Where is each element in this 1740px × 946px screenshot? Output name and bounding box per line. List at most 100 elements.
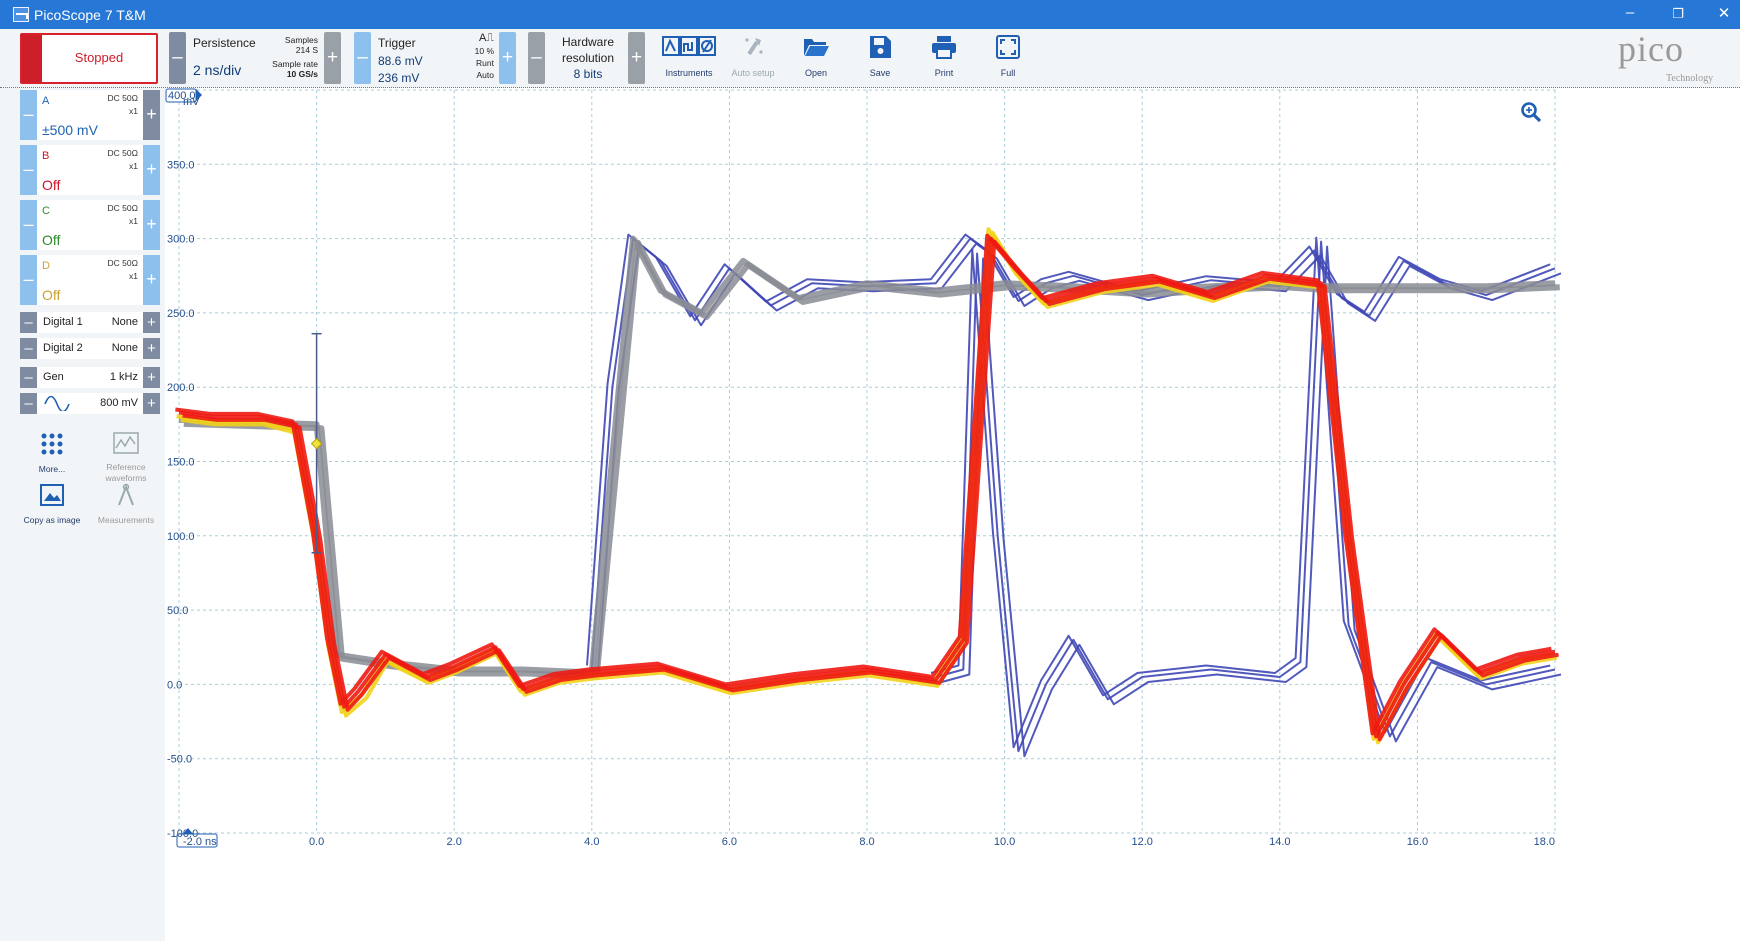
channel-b-card[interactable]: – B DC 50Ω x1 Off +: [20, 145, 160, 195]
y-tick-label: 300.0: [167, 234, 195, 246]
trigger-label[interactable]: Trigger: [378, 36, 416, 50]
restore-button[interactable]: ❐: [1672, 6, 1684, 21]
channel-d-plus[interactable]: +: [143, 255, 160, 305]
trigger-pct: 10 %: [474, 46, 494, 56]
trigger-minus-button[interactable]: –: [354, 32, 371, 84]
save-button[interactable]: Save: [849, 31, 911, 85]
digital-1-plus[interactable]: +: [143, 312, 160, 333]
print-button[interactable]: Print: [913, 31, 975, 85]
channel-c-minus[interactable]: –: [20, 200, 37, 250]
generator-frequency-minus[interactable]: –: [20, 367, 37, 388]
instruments-button[interactable]: Instruments: [658, 31, 720, 85]
timebase-value[interactable]: 2 ns/div: [193, 62, 242, 78]
sample-rate-label: Sample rate: [272, 59, 318, 69]
scope-view[interactable]: 400.0 350.0 300.0 250.0 200.0 150.0 100.0 50.0 0…: [165, 88, 1740, 941]
auto-setup-button[interactable]: Auto setup: [722, 31, 784, 85]
toolbar: Stopped – Persistence 2 ns/div Samples 2…: [0, 29, 1740, 88]
hw-res-value[interactable]: 8 bits: [573, 67, 603, 81]
channel-d-range[interactable]: Off: [42, 287, 61, 303]
measurements-label: Measurements: [97, 515, 155, 525]
channel-b-plus[interactable]: +: [143, 145, 160, 195]
generator-frequency-row[interactable]: – Gen 1 kHz +: [20, 367, 160, 388]
x-tick-label: 12.0: [1131, 836, 1152, 848]
digital-1-row[interactable]: – Digital 1 None +: [20, 312, 160, 333]
channel-a-minus[interactable]: –: [20, 90, 37, 140]
digital-2-plus[interactable]: +: [143, 338, 160, 359]
generator-frequency: 1 kHz: [109, 371, 138, 383]
samples-label: Samples: [284, 35, 318, 45]
open-button[interactable]: Open: [785, 31, 847, 85]
save-label: Save: [869, 68, 891, 78]
reference-waveforms-button[interactable]: Reference waveforms: [89, 432, 163, 484]
open-label: Open: [804, 68, 828, 78]
scope-graph[interactable]: 400.0 350.0 300.0 250.0 200.0 150.0 100.0 50.0 0…: [165, 88, 1740, 941]
print-icon: [932, 36, 956, 59]
channel-a-card[interactable]: – A DC 50Ω x1 ±500 mV +: [20, 90, 160, 140]
generator-amplitude-row[interactable]: – 800 mV +: [20, 393, 160, 414]
channel-b-coupling: DC 50Ω: [107, 148, 138, 158]
generator-frequency-plus[interactable]: +: [143, 367, 160, 388]
resolution-plus-button[interactable]: +: [628, 32, 645, 84]
y-axis-unit: mV: [183, 96, 200, 108]
hw-res-label-2: resolution: [561, 51, 615, 65]
channel-a-coupling: DC 50Ω: [107, 93, 138, 103]
trigger-point-marker[interactable]: [310, 437, 323, 450]
y-tick-label: 0.0: [167, 679, 182, 691]
copy-as-image-button[interactable]: Copy as image: [15, 483, 89, 526]
digital-2-name: Digital 2: [43, 342, 83, 354]
channel-b-minus[interactable]: –: [20, 145, 37, 195]
y-axis-labels: 400.0 350.0 300.0 250.0 200.0 150.0 100.0 50.0 0…: [165, 88, 202, 840]
trigger-edge-icon: A⎍: [478, 32, 494, 44]
channel-c-range[interactable]: Off: [42, 232, 61, 248]
trigger-window-marker[interactable]: [310, 332, 323, 554]
hw-res-label-1: Hardware: [561, 35, 615, 49]
x-tick-label: 8.0: [859, 836, 874, 848]
channel-b-range[interactable]: Off: [42, 177, 61, 193]
trigger-level[interactable]: 88.6 mV: [378, 54, 423, 68]
channel-c-card[interactable]: – C DC 50Ω x1 Off +: [20, 200, 160, 250]
waveform-trace: [590, 237, 1556, 670]
y-tick-label: 50.0: [167, 605, 188, 617]
channel-d-minus[interactable]: –: [20, 255, 37, 305]
digital-2-row[interactable]: – Digital 2 None +: [20, 338, 160, 359]
sample-rate-value: 10 GS/s: [286, 69, 318, 79]
channel-c-coupling: DC 50Ω: [107, 203, 138, 213]
print-label: Print: [934, 68, 954, 78]
generator-name: Gen: [43, 371, 64, 383]
close-button[interactable]: ✕: [1717, 5, 1731, 22]
full-button[interactable]: Full: [977, 31, 1039, 85]
sine-wave-icon[interactable]: [44, 396, 70, 411]
more-button[interactable]: More...: [15, 432, 89, 475]
trigger-time-marker[interactable]: [183, 828, 193, 834]
channel-a-range[interactable]: ±500 mV: [42, 122, 98, 138]
channel-a-name: A: [42, 95, 50, 107]
timebase-plus-button[interactable]: +: [324, 32, 341, 84]
graticule: [178, 89, 1556, 834]
channel-c-plus[interactable]: +: [143, 200, 160, 250]
timebase-minus-button[interactable]: –: [169, 32, 186, 84]
channel-d-card[interactable]: – D DC 50Ω x1 Off +: [20, 255, 160, 305]
digital-1-name: Digital 1: [43, 316, 83, 328]
title-bar: PicoScope 7 T&M – ❐ ✕: [0, 0, 1740, 29]
auto-setup-icon: [745, 38, 763, 56]
measurements-button[interactable]: Measurements: [89, 483, 163, 526]
minimize-button[interactable]: –: [1625, 4, 1635, 21]
zoom-icon[interactable]: [1521, 102, 1542, 123]
trigger-plus-button[interactable]: +: [499, 32, 516, 84]
digital-1-minus[interactable]: –: [20, 312, 37, 333]
waveform-trace: [596, 242, 1562, 675]
resolution-minus-button[interactable]: –: [528, 32, 545, 84]
persistence-label[interactable]: Persistence: [193, 36, 256, 50]
generator-amplitude-plus[interactable]: +: [143, 393, 160, 414]
generator-amplitude-minus[interactable]: –: [20, 393, 37, 414]
channel-d-coupling: DC 50Ω: [107, 258, 138, 268]
waveform-trace: [941, 245, 1562, 758]
waveform-trace: [178, 236, 1556, 739]
digital-2-minus[interactable]: –: [20, 338, 37, 359]
logo-word: pico: [1618, 29, 1684, 69]
run-stop-button[interactable]: Stopped: [20, 33, 158, 84]
trigger-level-upper[interactable]: 236 mV: [378, 71, 420, 85]
x-offset-box[interactable]: [176, 833, 218, 848]
channel-a-plus[interactable]: +: [143, 90, 160, 140]
y-range-arrow[interactable]: [196, 89, 202, 101]
